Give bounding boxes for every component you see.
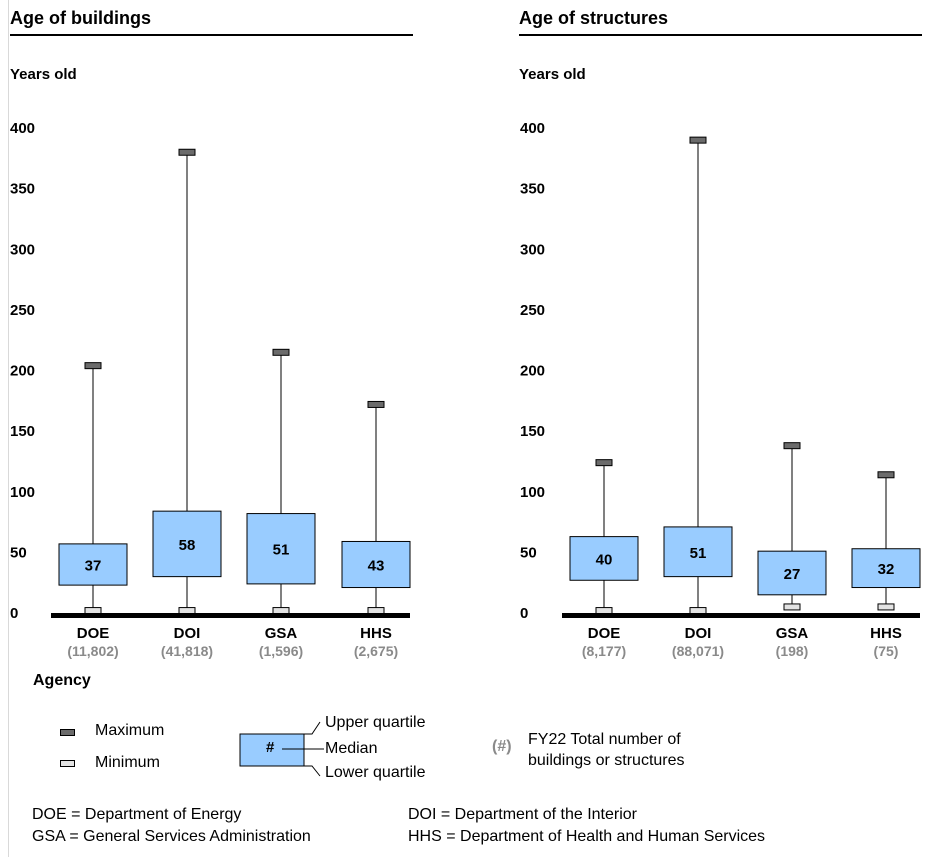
y-tick-label: 100	[10, 484, 35, 501]
legend-count-line1: FY22 Total number of	[528, 731, 681, 748]
count-label: (41,818)	[161, 643, 213, 659]
legend-lower-quartile: Lower quartile	[325, 764, 426, 781]
category-label: DOI	[174, 625, 201, 642]
y-tick-label: 0	[520, 605, 528, 622]
max-marker	[783, 442, 801, 450]
box-hhs	[341, 540, 411, 589]
box-gsa	[246, 513, 316, 585]
structures-boxplot: 400 350 300 250 200 150 100 50 0 40 DOE(8,177) 51 DO…	[520, 120, 921, 659]
abbr-doe: DOE = Department of Energy	[32, 806, 242, 823]
boxplot-charts: 40035030025020015010050037DOE(11,802)58D…	[10, 120, 921, 659]
box-doi	[663, 526, 733, 578]
max-marker	[877, 471, 895, 479]
min-marker	[595, 607, 613, 615]
abbr-doi: DOI = Department of the Interior	[408, 806, 637, 823]
y-tick-label: 300	[520, 241, 545, 258]
legend-minimum: Minimum	[95, 754, 160, 771]
y-tick-label: 350	[10, 181, 35, 198]
max-marker	[595, 459, 613, 467]
max-marker	[272, 348, 290, 356]
left-border-line	[8, 0, 9, 857]
lower-quartile-pointer	[304, 765, 321, 777]
y-tick-label: 150	[10, 423, 35, 440]
median-label: 37	[85, 558, 102, 575]
median-label: 51	[690, 545, 707, 562]
min-marker	[272, 607, 290, 615]
category-label: HHS	[360, 625, 392, 642]
y-tick-label: 200	[520, 363, 545, 380]
abbr-gsa: GSA = General Services Administration	[32, 828, 311, 845]
minimum-marker-icon	[60, 760, 75, 767]
box-doe	[569, 536, 639, 581]
y-tick-label: 250	[520, 302, 545, 319]
median-label: 43	[368, 558, 385, 575]
min-marker	[178, 607, 196, 615]
y-tick-label: 50	[10, 544, 27, 561]
y-tick-label: 200	[10, 363, 35, 380]
y-tick-label: 250	[10, 302, 35, 319]
min-marker	[877, 603, 895, 611]
count-label: (198)	[776, 643, 809, 659]
count-label: (75)	[874, 643, 899, 659]
median-label: 27	[784, 566, 801, 583]
min-marker	[84, 607, 102, 615]
structures-panel-title: Age of structures	[519, 8, 922, 36]
box-gsa	[757, 550, 827, 596]
buildings-panel-title: Age of buildings	[10, 8, 413, 36]
legend-box-swatch	[239, 733, 305, 767]
count-label: (8,177)	[582, 643, 626, 659]
category-label: GSA	[776, 625, 809, 642]
max-marker	[689, 136, 707, 144]
y-tick-label: 100	[520, 484, 545, 501]
legend-count-line2: buildings or structures	[528, 752, 685, 769]
max-marker	[367, 400, 385, 408]
buildings-boxplot: 400 350 300 250 200 150 100 50 0 37 DOE(11,802) 58 D…	[10, 120, 411, 659]
median-label: 58	[179, 537, 196, 554]
maximum-marker-icon	[60, 729, 75, 736]
x-axis-baseline	[562, 613, 920, 618]
x-axis-baseline	[51, 613, 410, 618]
box-hhs	[851, 548, 921, 589]
min-marker	[783, 603, 801, 611]
count-label: (11,802)	[67, 643, 118, 659]
count-label: (2,675)	[354, 643, 398, 659]
legend-median: Median	[325, 740, 378, 757]
buildings-y-axis-label: Years old	[10, 66, 77, 83]
category-label: DOE	[77, 625, 110, 642]
y-tick-label: 400	[520, 120, 545, 137]
y-tick-label: 150	[520, 423, 545, 440]
max-marker	[84, 362, 102, 370]
median-label: 32	[878, 561, 895, 578]
legend-maximum: Maximum	[95, 722, 165, 739]
y-tick-label: 0	[10, 605, 18, 622]
x-axis-label: Agency	[33, 672, 91, 689]
structures-y-axis-label: Years old	[519, 66, 586, 83]
count-label: (1,596)	[259, 643, 303, 659]
legend-count-symbol: (#)	[492, 738, 512, 755]
box-doi	[152, 510, 222, 578]
min-marker	[689, 607, 707, 615]
abbr-hhs: HHS = Department of Health and Human Ser…	[408, 828, 766, 845]
y-tick-label: 350	[520, 181, 545, 198]
median-label: 51	[273, 542, 290, 559]
box-doe	[58, 543, 128, 586]
max-marker	[178, 148, 196, 156]
upper-quartile-pointer	[304, 721, 321, 735]
legend-box-symbol: #	[266, 739, 275, 756]
y-tick-label: 300	[10, 241, 35, 258]
box-legend-diagram	[239, 721, 324, 777]
legend-upper-quartile: Upper quartile	[325, 714, 426, 731]
y-tick-label: 400	[10, 120, 35, 137]
count-label: (88,071)	[672, 643, 724, 659]
min-marker	[367, 607, 385, 615]
y-tick-label: 50	[520, 544, 537, 561]
category-label: GSA	[265, 625, 298, 642]
category-label: DOI	[685, 625, 712, 642]
category-label: DOE	[588, 625, 621, 642]
category-label: HHS	[870, 625, 902, 642]
median-label: 40	[596, 551, 613, 568]
